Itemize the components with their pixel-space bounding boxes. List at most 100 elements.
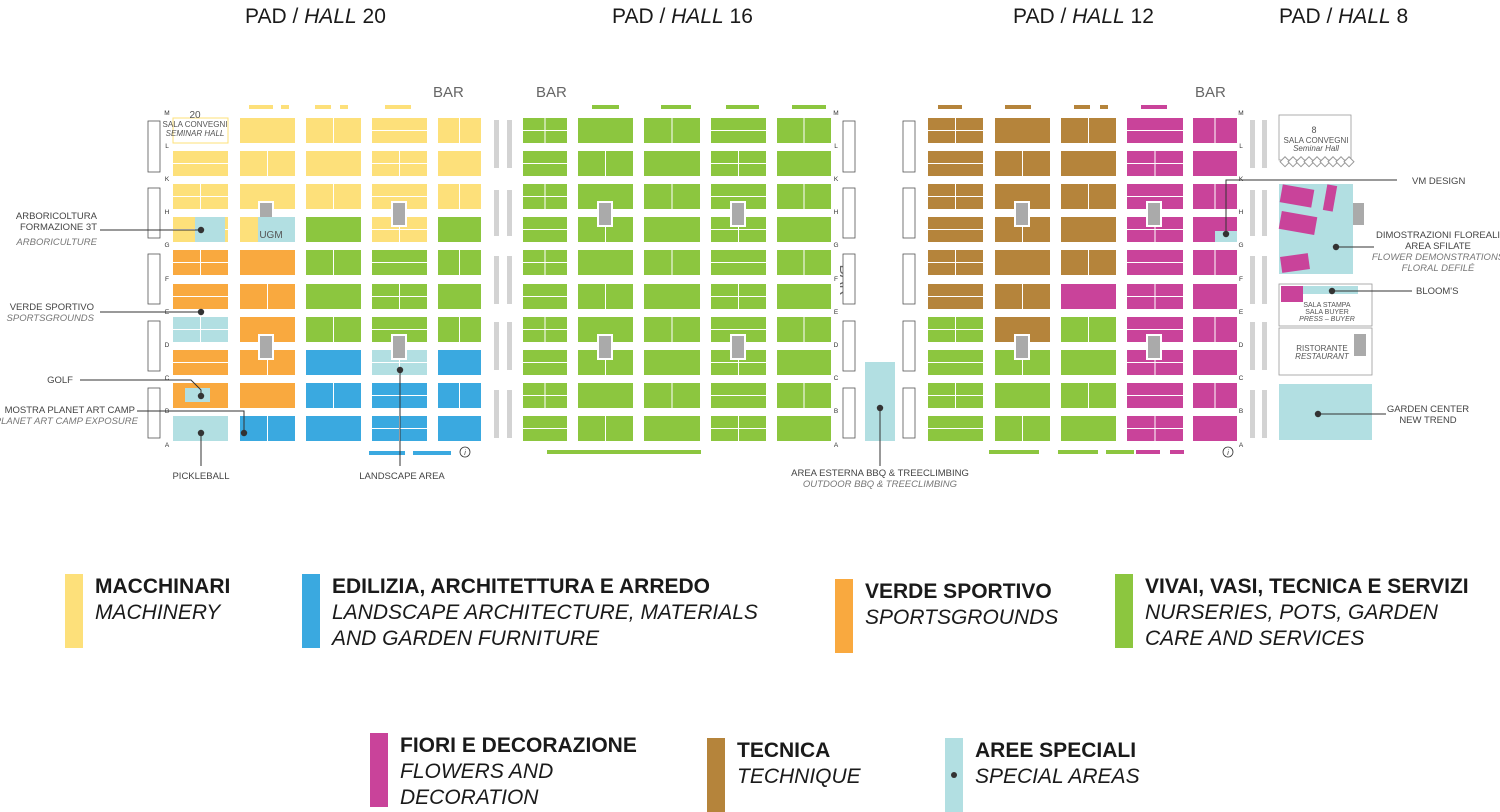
legend-label-en: MACHINERY — [95, 601, 221, 624]
seminar-hall-8-label: SALA CONVEGNI — [1284, 136, 1349, 145]
row-letter: C — [165, 375, 170, 382]
stand-block — [1061, 284, 1116, 309]
stand-strip — [1005, 105, 1031, 109]
callout-floral-demo-en: FLOWER DEMONSTRATIONS — [1372, 252, 1500, 263]
callout-planet-art: MOSTRA PLANET ART CAMP — [5, 405, 135, 416]
hall-divider — [507, 120, 512, 168]
planter-diamond — [1327, 156, 1339, 168]
service-core — [597, 334, 613, 360]
hall-divider — [1262, 322, 1267, 370]
stand-strip — [281, 105, 289, 109]
stand-block — [306, 217, 361, 242]
ugm-area — [258, 217, 295, 242]
stand-block — [438, 416, 481, 441]
stand-strip — [989, 450, 1039, 454]
planter-diamond — [1335, 156, 1347, 168]
stand-block — [777, 284, 831, 309]
callout-bbq: AREA ESTERNA BBQ & TREECLIMBING — [791, 468, 969, 479]
press-buyer-label: PRESS – BUYER — [1299, 316, 1355, 323]
stand-block — [1061, 151, 1116, 176]
row-letter: K — [165, 176, 170, 183]
legend-item-machinery: MACCHINARI MACHINERY — [65, 574, 230, 648]
stand-block — [1061, 350, 1116, 375]
row-letter: H — [1239, 209, 1244, 216]
stand-block — [438, 151, 481, 176]
legend-item-landscape-architecture: EDILIZIA, ARCHITETTURA E ARREDO LANDSCAPE… — [302, 574, 758, 652]
stand-strip — [1074, 105, 1090, 109]
stand-strip — [592, 105, 619, 109]
callout-floral-demo-2: AREA SFILATE — [1405, 241, 1471, 252]
emergency-exit — [842, 320, 856, 372]
stand-block — [644, 217, 700, 242]
legend-label-it: EDILIZIA, ARCHITETTURA E ARREDO — [332, 575, 710, 598]
emergency-exit — [147, 253, 161, 305]
emergency-exit — [902, 320, 916, 372]
row-letter: K — [834, 176, 839, 183]
row-letter: F — [834, 276, 838, 283]
stand-block — [306, 416, 361, 441]
hall-divider — [1262, 256, 1267, 304]
row-letter: E — [834, 309, 839, 316]
service-core — [1146, 201, 1162, 227]
stand-block — [306, 151, 361, 176]
hall-divider — [507, 190, 512, 236]
emergency-exit — [147, 387, 161, 439]
legend-label-en: FLOWERS AND DECORATION — [400, 760, 554, 809]
hall-divider — [1250, 256, 1255, 304]
row-letter: D — [1239, 342, 1244, 349]
legend-label-en: NURSERIES, POTS, GARDEN CARE AND SERVICE… — [1145, 601, 1438, 650]
stand-block — [438, 350, 481, 375]
golf-special — [185, 388, 210, 402]
row-letter: L — [165, 143, 169, 150]
legend-item-technique: TECNICA TECHNIQUE — [707, 738, 861, 812]
callout-vm-design: VM DESIGN — [1412, 176, 1465, 187]
stand-block — [777, 217, 831, 242]
stand-block — [644, 350, 700, 375]
stand-strip — [249, 105, 273, 109]
stand-block — [240, 118, 295, 143]
row-letter: B — [834, 408, 838, 415]
stand-strip — [1141, 105, 1167, 109]
restaurant-label: RISTORANTE — [1296, 344, 1347, 353]
ugm-label: UGM — [259, 230, 282, 241]
emergency-exit — [902, 187, 916, 239]
planter-diamond — [1279, 156, 1291, 168]
info-icon — [459, 446, 471, 458]
legend-item-flowers: FIORI E DECORAZIONE FLOWERS AND DECORATIO… — [370, 733, 637, 811]
legend-label-it: AREE SPECIALI — [975, 739, 1137, 762]
hall-divider — [507, 256, 512, 304]
stand-strip — [1106, 450, 1134, 454]
row-letter: H — [834, 209, 839, 216]
hall-divider — [507, 390, 512, 438]
legend-swatch — [945, 738, 963, 812]
emergency-exit — [842, 387, 856, 439]
legend-label-it: VIVAI, VASI, TECNICA E SERVIZI — [1145, 575, 1469, 598]
stand-strip — [340, 105, 348, 109]
service-core — [730, 201, 746, 227]
callout-bbq-en: OUTDOOR BBQ & TREECLIMBING — [803, 479, 957, 490]
row-letter: F — [165, 276, 169, 283]
legend-label-it: FIORI E DECORAZIONE — [400, 734, 637, 757]
stand-block — [1061, 416, 1116, 441]
legend-label-en: LANDSCAPE ARCHITECTURE, MATERIALS AND GA… — [332, 601, 758, 650]
stand-block — [644, 151, 700, 176]
bar-label: BAR — [536, 84, 567, 101]
hall-title-20: PAD / HALL 20 — [245, 5, 386, 28]
emergency-exit — [842, 187, 856, 239]
row-letter: G — [1238, 242, 1243, 249]
hall-divider — [494, 390, 499, 438]
stand-block — [438, 284, 481, 309]
hall20-number: 20 — [189, 110, 201, 121]
stand-block — [578, 118, 633, 143]
stand-strip — [1100, 105, 1108, 109]
floral-stage — [1322, 184, 1338, 212]
legend-label-en: SPORTSGROUNDS — [865, 606, 1059, 629]
info-icon-glyph: i — [1227, 450, 1229, 457]
legend-label-it: VERDE SPORTIVO — [865, 580, 1052, 603]
callout-sportsgrounds-en: SPORTSGROUNDS — [7, 313, 95, 324]
row-letter: E — [1239, 309, 1244, 316]
emergency-exit — [902, 120, 916, 173]
row-letter: D — [834, 342, 839, 349]
service-core — [391, 201, 407, 227]
